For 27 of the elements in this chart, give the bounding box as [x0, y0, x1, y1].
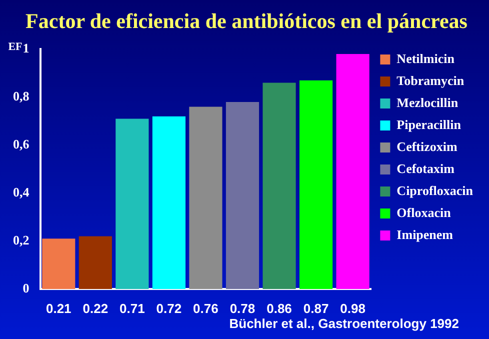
data-label: 0.98 — [340, 301, 366, 316]
legend-label: Tobramycin — [396, 72, 465, 88]
data-label: 0.22 — [82, 301, 108, 316]
y-tick-label: 1 — [22, 40, 30, 56]
legend-label: Piperacillin — [396, 116, 462, 132]
legend-label: Netilmicin — [396, 50, 456, 66]
y-tick-label: 0,8 — [13, 88, 30, 104]
y-tick-label: 0 — [22, 280, 30, 296]
data-label: 0.71 — [120, 301, 145, 316]
legend-label: Cefotaxim — [396, 160, 455, 176]
legend-label: Ciprofloxacin — [396, 182, 474, 198]
legend-label: Ofloxacin — [396, 204, 452, 220]
y-tick-label: 0,2 — [13, 232, 30, 248]
legend-label: Imipenem — [396, 226, 454, 242]
data-label: 0.86 — [266, 301, 292, 316]
y-tick-label: 0,6 — [13, 136, 30, 152]
data-label: 0.72 — [156, 301, 182, 316]
y-axis-title: EF — [8, 41, 23, 54]
data-label: 0.21 — [46, 301, 72, 316]
data-label: 0.87 — [303, 301, 329, 316]
data-label: 0.76 — [193, 301, 218, 316]
text: Büchler et al., Gastroenterology 1992 — [229, 316, 459, 332]
legend-label: Mezlocillin — [396, 94, 459, 110]
legend-label: Ceftizoxim — [396, 138, 458, 154]
data-label: 0.78 — [230, 301, 256, 316]
chart-title: Factor de eficiencia de antibióticos en el páncreas — [26, 9, 468, 34]
y-tick-label: 0,4 — [13, 184, 30, 200]
